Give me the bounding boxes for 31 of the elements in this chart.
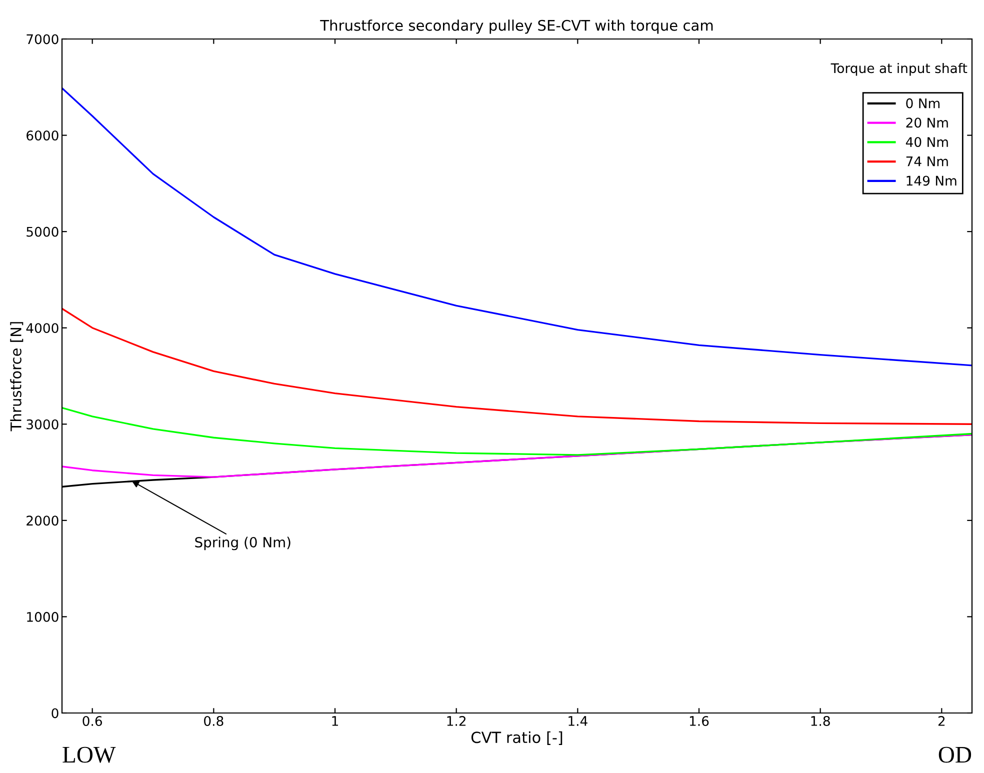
y-tick-label: 1000 <box>27 612 58 622</box>
legend-label: 149 Nm <box>906 176 956 186</box>
y-tick-label: 3000 <box>26 419 58 430</box>
line-series <box>62 308 972 425</box>
y-tick-label: 2000 <box>26 516 58 526</box>
line-series <box>62 87 972 366</box>
x-tick-label: 1.8 <box>811 716 830 726</box>
x-tick-label: 0.6 <box>82 716 102 726</box>
text: OD <box>938 746 972 763</box>
text: LOW <box>62 746 116 763</box>
y-tick-label: 5000 <box>26 226 58 237</box>
legend-label: 40 Nm <box>906 137 948 147</box>
y-tick-label: 0 <box>52 708 58 718</box>
x-tick-label: 1.2 <box>447 716 466 726</box>
legend-label: 20 Nm <box>906 118 948 128</box>
chart-title: Thrustforce secondary pulley SE-CVT with torque cam <box>320 20 713 34</box>
legend-label: 74 Nm <box>906 156 948 166</box>
line-series <box>62 406 972 456</box>
x-tick-label: 1.6 <box>690 716 709 726</box>
y-tick-label: 7000 <box>26 34 58 44</box>
x-tick-label: 1 <box>332 716 338 726</box>
y-tick-label: 6000 <box>26 130 58 140</box>
y-axis-title: Thrustforce [N] <box>10 322 24 432</box>
x-tick-label: 2 <box>938 716 945 726</box>
x-tick-label: 0.8 <box>204 716 224 726</box>
x-axis-title: CVT ratio [-] <box>471 731 562 745</box>
x-tick-label: 1.4 <box>568 716 588 726</box>
y-tick-label: 4000 <box>26 323 58 334</box>
annotation: Spring (0 Nm) <box>195 536 290 550</box>
legend-title: Torque at input shaft <box>830 62 968 76</box>
legend-label: 0 Nm <box>906 98 940 108</box>
